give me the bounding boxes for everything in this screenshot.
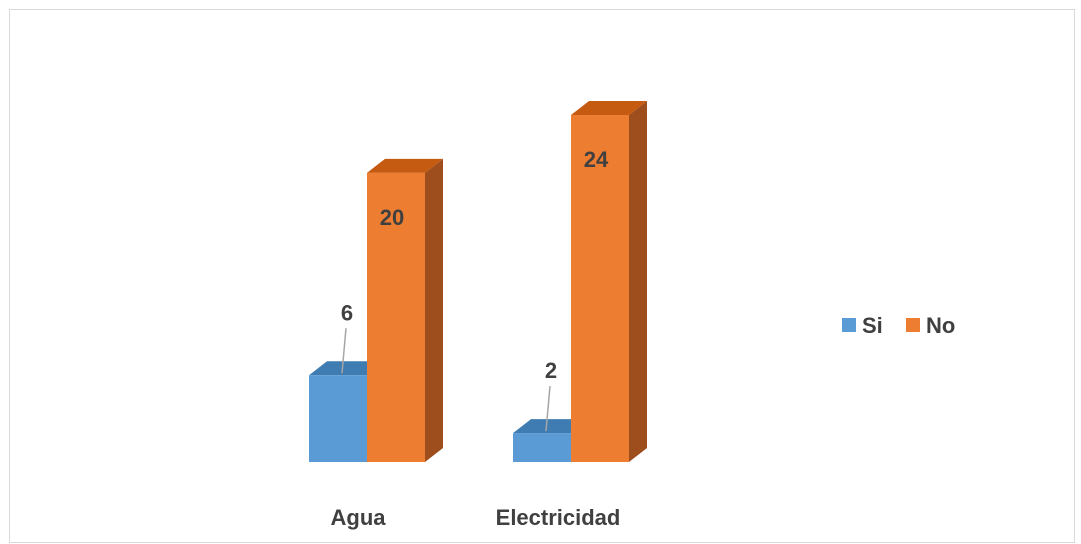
data-label-electricidad-si: 2 <box>545 358 557 383</box>
bar-agua-no <box>367 172 425 463</box>
bar-top-agua-si <box>309 361 385 376</box>
data-label-electricidad-no: 24 <box>584 147 609 172</box>
leader-line-agua-si <box>341 328 347 374</box>
legend-swatch-no <box>906 318 920 332</box>
bar-side-agua-no <box>425 158 443 463</box>
legend-swatch-si <box>842 318 856 332</box>
bars-group <box>309 101 647 463</box>
bar-electricidad-si <box>513 433 571 462</box>
category-label-agua: Agua <box>331 505 387 530</box>
bar-agua-si <box>309 375 367 462</box>
data-labels-group: 6 20 2 24 <box>341 147 609 432</box>
legend-label-si: Si <box>862 313 883 338</box>
bar-top-electricidad-no <box>571 101 647 115</box>
bar-electricidad-no <box>571 115 629 462</box>
data-label-agua-no: 20 <box>380 205 404 230</box>
category-labels-group: Agua Electricidad <box>331 505 621 530</box>
legend: Si No <box>842 313 955 338</box>
bar-top-agua-no <box>367 158 443 173</box>
bar-side-electricidad-no <box>629 101 647 462</box>
category-label-electricidad: Electricidad <box>496 505 621 530</box>
legend-label-no: No <box>926 313 955 338</box>
bar-top-electricidad-si <box>513 419 589 434</box>
data-label-agua-si: 6 <box>341 300 353 325</box>
leader-line-electricidad-si <box>545 386 551 432</box>
